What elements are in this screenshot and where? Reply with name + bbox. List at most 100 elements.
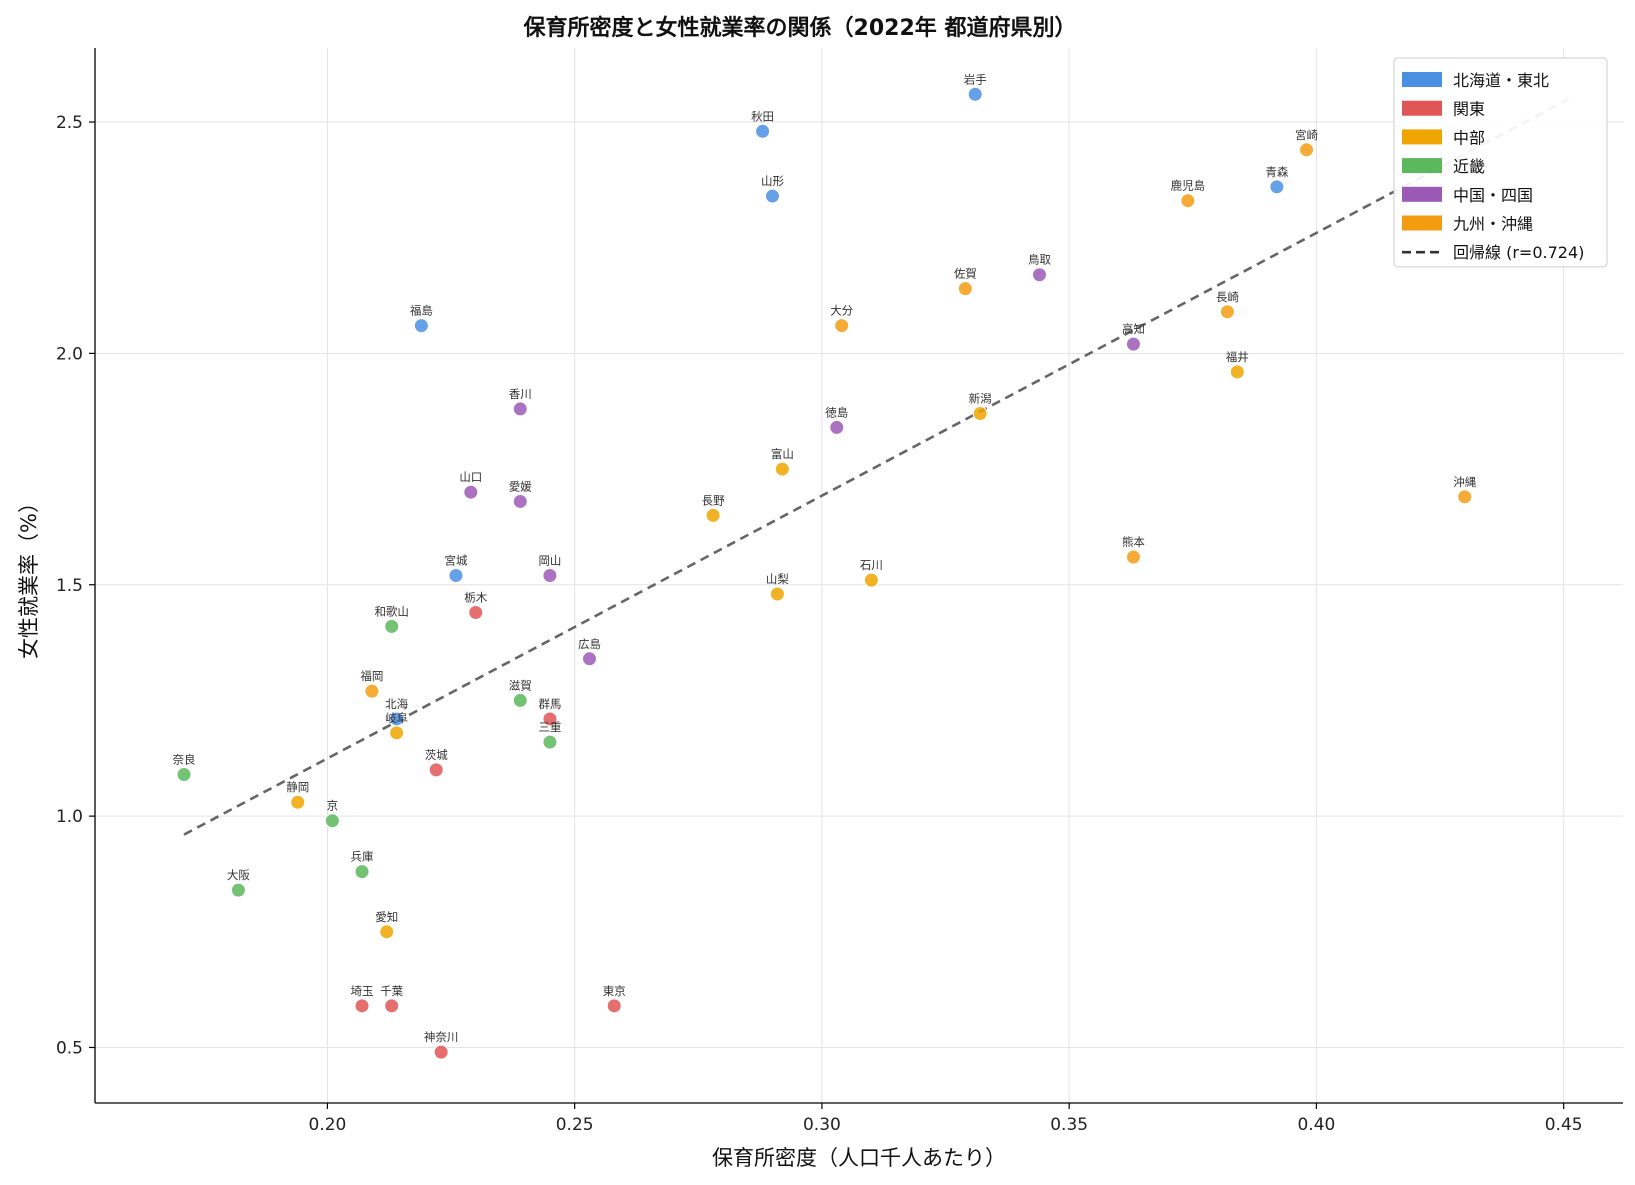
data-point: [1299, 142, 1315, 158]
data-point: [764, 188, 780, 204]
legend-regression-label: 回帰線 (r=0.724): [1453, 243, 1584, 262]
data-point: [463, 484, 479, 500]
data-point: [176, 766, 192, 782]
point-label: 山梨: [766, 572, 789, 586]
point-label: 沖縄: [1453, 475, 1476, 489]
data-point: [834, 318, 850, 334]
point-label: 長野: [702, 493, 725, 507]
point-label: 千葉: [380, 984, 403, 998]
data-point: [1031, 267, 1047, 283]
point-label: 宮崎: [1295, 128, 1318, 142]
point-label: 福島: [410, 304, 433, 318]
data-point: [972, 406, 988, 422]
point-label: 石川: [860, 558, 883, 572]
data-point: [384, 618, 400, 634]
y-tick-label: 2.0: [56, 344, 83, 364]
data-point: [1180, 193, 1196, 209]
point-label: 奈良: [173, 752, 196, 766]
point-label: 大分: [830, 304, 853, 318]
point-label: 東京: [603, 984, 626, 998]
point-label: 群馬: [538, 697, 561, 711]
point-label: 徳島: [825, 405, 848, 419]
x-tick-label: 0.40: [1297, 1115, 1335, 1135]
data-point: [863, 572, 879, 588]
point-label: 高知: [1122, 322, 1145, 336]
data-point: [829, 419, 845, 435]
axes: 0.20 0.25 0.30 0.35 0.40 0.45 0.5 1.0 1.5 2.0 2.5: [56, 48, 1623, 1135]
legend-swatch: [1402, 186, 1442, 202]
point-label: 北海: [385, 697, 408, 711]
point-label: 山形: [761, 174, 784, 188]
point-label: 福井: [1226, 350, 1249, 364]
data-point: [448, 568, 464, 583]
x-axis-label: 保育所密度（人口千人あたり）: [712, 1146, 1006, 1170]
x-tick-label: 0.20: [308, 1115, 346, 1135]
data-point: [1219, 304, 1235, 320]
point-label: 滋賀: [509, 678, 532, 692]
data-point: [1229, 364, 1245, 380]
y-tick-label: 1.0: [56, 807, 83, 827]
point-label: 愛知: [375, 910, 398, 924]
point-label: 鹿児島: [1171, 179, 1206, 193]
legend-swatch: [1402, 100, 1442, 116]
y-tick-label: 0.5: [56, 1038, 83, 1058]
point-label: 熊本: [1122, 535, 1145, 549]
x-tick-label: 0.35: [1050, 1115, 1088, 1135]
y-tick-label: 1.5: [56, 576, 83, 596]
point-label: 宮城: [444, 554, 467, 568]
data-point: [384, 998, 400, 1014]
point-label: 神奈川: [424, 1030, 459, 1044]
point-label: 茨城: [425, 748, 448, 762]
legend-box: [1393, 57, 1608, 268]
legend-label: 関東: [1453, 100, 1485, 119]
point-label: 富山: [771, 447, 794, 461]
x-tick-label: 0.30: [803, 1115, 841, 1135]
point-label: 静岡: [286, 780, 309, 794]
point-label: 岡山: [538, 554, 561, 568]
point-label: 香川: [509, 387, 532, 401]
point-label: 岐阜: [385, 711, 408, 725]
legend-label: 北海道・東北: [1453, 71, 1549, 90]
point-label: 青森: [1265, 165, 1288, 179]
data-point: [705, 507, 721, 523]
point-label: 秋田: [751, 109, 774, 123]
legend-swatch: [1402, 158, 1442, 174]
data-point: [413, 318, 429, 334]
legend-swatch: [1402, 129, 1442, 145]
y-tick-label: 2.5: [56, 113, 83, 133]
y-axis-label: 女性就業率（%）: [17, 492, 41, 659]
data-point: [967, 86, 983, 102]
data-point: [581, 651, 597, 667]
data-point: [957, 281, 973, 297]
data-point: [512, 493, 528, 509]
data-point: [1125, 336, 1141, 352]
data-point: [433, 1044, 449, 1060]
point-label: 長崎: [1216, 290, 1239, 304]
data-point: [354, 998, 370, 1014]
point-label: 新潟: [969, 392, 992, 406]
point-label: 京: [327, 799, 339, 813]
point-label: 大阪: [227, 868, 250, 882]
point-label: 福岡: [360, 669, 383, 683]
data-point: [542, 568, 558, 583]
data-point: [755, 123, 771, 139]
data-point: [364, 683, 380, 699]
data-point: [428, 762, 444, 778]
data-point: [468, 605, 484, 621]
point-label: 栃木: [464, 591, 487, 605]
data-point: [379, 924, 395, 940]
data-point: [542, 734, 558, 750]
data-point: [389, 725, 405, 741]
point-label: 埼玉: [351, 984, 374, 998]
chart-title: 保育所密度と女性就業率の関係（2022年 都道府県別）: [523, 15, 1077, 41]
data-point: [230, 882, 246, 898]
legend-swatch: [1402, 72, 1442, 87]
point-label: 和歌山: [374, 604, 409, 618]
data-point: [512, 401, 528, 417]
legend-label: 近畿: [1453, 157, 1485, 176]
data-point: [606, 998, 622, 1014]
point-label: 三重: [538, 720, 561, 734]
